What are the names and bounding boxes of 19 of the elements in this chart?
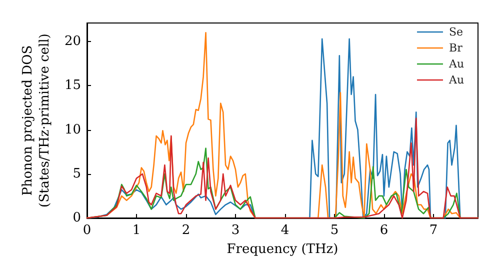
y-tick-label: 5 (72, 166, 81, 182)
legend-label: Se (449, 26, 464, 38)
legend-label: Au (448, 74, 464, 86)
x-tick-label: 0 (82, 223, 92, 238)
legend-label: Au (448, 58, 464, 70)
legend-label: Br (449, 42, 464, 54)
x-tick-label: 2 (182, 223, 190, 238)
x-tick-label: 1 (132, 223, 141, 238)
x-tick-label: 3 (231, 223, 240, 238)
y-tick-label: 15 (64, 78, 81, 94)
x-tick-label: 4 (280, 223, 290, 238)
x-tick-label: 5 (330, 223, 339, 238)
y-axis-title: Phonon projected DOS (States/THz·primitive cell) (20, 33, 53, 208)
x-tick-label: 6 (380, 223, 388, 238)
x-tick-label: 7 (429, 223, 438, 238)
y-tick-label: 0 (72, 210, 81, 226)
x-axis-title: Frequency (THz) (226, 242, 338, 257)
y-tick-label: 10 (64, 122, 81, 138)
y-tick-label: 20 (64, 34, 81, 50)
